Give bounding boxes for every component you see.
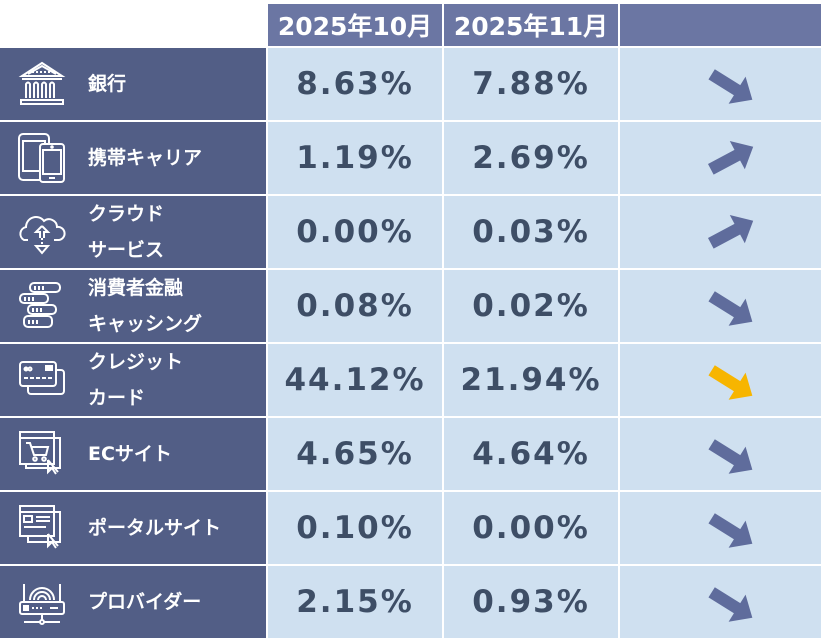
table-row: ECサイト 4.65% 4.64%: [0, 418, 821, 490]
value-nov: 0.03%: [444, 196, 618, 268]
category-name-line: キャッシング: [88, 313, 203, 335]
category-name-line: 消費者金融: [88, 277, 184, 299]
table-row: クラウドサービス 0.00% 0.03%: [0, 196, 821, 268]
header-trend: [620, 4, 821, 46]
category-name-line: クラウド: [88, 203, 165, 225]
table-row: 携帯キャリア 1.19% 2.69%: [0, 122, 821, 194]
category-name-line: クレジット: [88, 351, 184, 373]
category-name-line: ECサイト: [88, 443, 172, 465]
trend-cell: [620, 196, 821, 268]
value-nov: 7.88%: [444, 48, 618, 120]
value-oct: 8.63%: [268, 48, 442, 120]
table-row: 消費者金融キャッシング 0.08% 0.02%: [0, 270, 821, 342]
category-name-line: プロバイダー: [88, 591, 202, 613]
table-row: プロバイダー 2.15% 0.93%: [0, 566, 821, 638]
category-name: 銀行: [88, 48, 126, 120]
value-oct: 0.10%: [268, 492, 442, 564]
trend-cell: [620, 566, 821, 638]
category-name: クラウド サービス: [88, 196, 164, 268]
category-name: ECサイト: [88, 418, 172, 490]
router-icon: [16, 576, 68, 628]
arrow-down-right-icon: [704, 65, 760, 109]
mobile-devices-icon: [16, 132, 68, 184]
row-label: 銀行: [0, 48, 266, 120]
arrow-down-right-icon: [704, 509, 760, 553]
category-name-line: 銀行: [88, 73, 127, 95]
category-name: ポータルサイト: [88, 492, 221, 564]
value-nov: 0.02%: [444, 270, 618, 342]
trend-cell: [620, 122, 821, 194]
category-name: プロバイダー: [88, 566, 201, 638]
value-oct: 4.65%: [268, 418, 442, 490]
category-name-line: サービス: [88, 239, 165, 261]
table-row: ポータルサイト 0.10% 0.00%: [0, 492, 821, 564]
value-nov: 0.93%: [444, 566, 618, 638]
ec-cart-icon: [16, 428, 68, 480]
value-oct: 2.15%: [268, 566, 442, 638]
category-name: 携帯キャリア: [88, 122, 202, 194]
value-oct: 1.19%: [268, 122, 442, 194]
portal-site-icon: [16, 502, 68, 554]
row-label: 携帯キャリア: [0, 122, 266, 194]
arrow-down-right-icon: [704, 435, 760, 479]
arrow-down-right-icon: [704, 287, 760, 331]
header-nov-2025: 2025年11月: [444, 4, 618, 46]
value-nov: 0.00%: [444, 492, 618, 564]
category-name-line: 携帯キャリア: [88, 147, 203, 169]
trend-cell: [620, 418, 821, 490]
value-oct: 0.00%: [268, 196, 442, 268]
value-nov: 21.94%: [444, 344, 618, 416]
header-oct-2025: 2025年10月: [268, 4, 442, 46]
arrow-up-right-icon: [704, 136, 760, 180]
row-label: クレジット カード: [0, 344, 266, 416]
credit-card-icon: [16, 354, 68, 406]
row-label: ECサイト: [0, 418, 266, 490]
row-label: ポータルサイト: [0, 492, 266, 564]
trend-cell: [620, 270, 821, 342]
category-name: クレジット カード: [88, 344, 183, 416]
arrow-down-right-icon: [704, 361, 760, 405]
row-label: プロバイダー: [0, 566, 266, 638]
row-label: クラウド サービス: [0, 196, 266, 268]
value-nov: 4.64%: [444, 418, 618, 490]
arrow-up-right-icon: [704, 210, 760, 254]
category-name: 消費者金融キャッシング: [88, 270, 202, 342]
value-oct: 0.08%: [268, 270, 442, 342]
table-row: 銀行 8.63% 7.88%: [0, 48, 821, 120]
category-name-line: ポータルサイト: [88, 517, 222, 539]
bank-icon: [16, 58, 68, 110]
trend-cell: [620, 48, 821, 120]
trend-cell: [620, 344, 821, 416]
arrow-down-right-icon: [704, 583, 760, 627]
table-row: クレジットカード 44.12% 21.94%: [0, 344, 821, 416]
value-oct: 44.12%: [268, 344, 442, 416]
cloud-sync-icon: [16, 206, 68, 258]
row-label: 消費者金融キャッシング: [0, 270, 266, 342]
category-name-line: カード: [88, 387, 146, 409]
coin-stack-icon: [16, 280, 68, 332]
value-nov: 2.69%: [444, 122, 618, 194]
trend-cell: [620, 492, 821, 564]
